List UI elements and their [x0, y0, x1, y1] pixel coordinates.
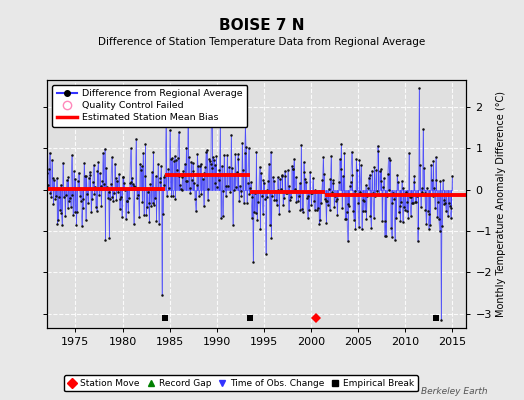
Text: Difference of Station Temperature Data from Regional Average: Difference of Station Temperature Data f…: [99, 37, 425, 47]
Legend: Station Move, Record Gap, Time of Obs. Change, Empirical Break: Station Move, Record Gap, Time of Obs. C…: [64, 375, 418, 392]
Y-axis label: Monthly Temperature Anomaly Difference (°C): Monthly Temperature Anomaly Difference (…: [496, 91, 506, 317]
Legend: Difference from Regional Average, Quality Control Failed, Estimated Station Mean: Difference from Regional Average, Qualit…: [52, 85, 247, 127]
Text: Berkeley Earth: Berkeley Earth: [421, 387, 487, 396]
Text: BOISE 7 N: BOISE 7 N: [219, 18, 305, 34]
